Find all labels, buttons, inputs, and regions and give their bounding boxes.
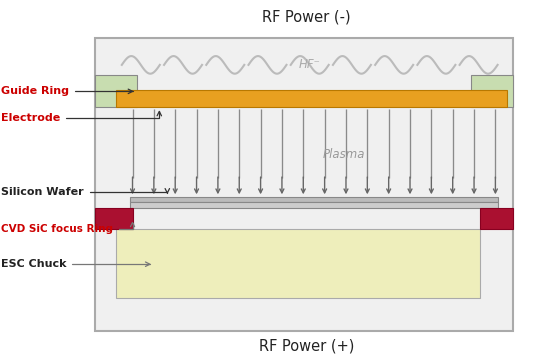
Text: CVD SiC focus Ring: CVD SiC focus Ring: [2, 222, 134, 234]
Text: ESC Chuck: ESC Chuck: [2, 259, 150, 269]
Bar: [116, 229, 480, 298]
Text: RF Power (+): RF Power (+): [259, 339, 354, 354]
Text: HF⁻: HF⁻: [298, 59, 320, 71]
Bar: [116, 90, 507, 107]
Text: Plasma: Plasma: [323, 149, 365, 161]
Bar: [95, 39, 513, 331]
Bar: [95, 208, 132, 229]
Text: Silicon Wafer: Silicon Wafer: [2, 187, 169, 197]
Bar: [480, 208, 513, 229]
Bar: [130, 202, 498, 208]
Text: Electrode: Electrode: [2, 111, 161, 123]
Bar: [471, 75, 513, 107]
Text: RF Power (-): RF Power (-): [262, 10, 351, 25]
Bar: [130, 197, 498, 202]
Bar: [95, 75, 137, 107]
Text: Guide Ring: Guide Ring: [2, 86, 133, 96]
